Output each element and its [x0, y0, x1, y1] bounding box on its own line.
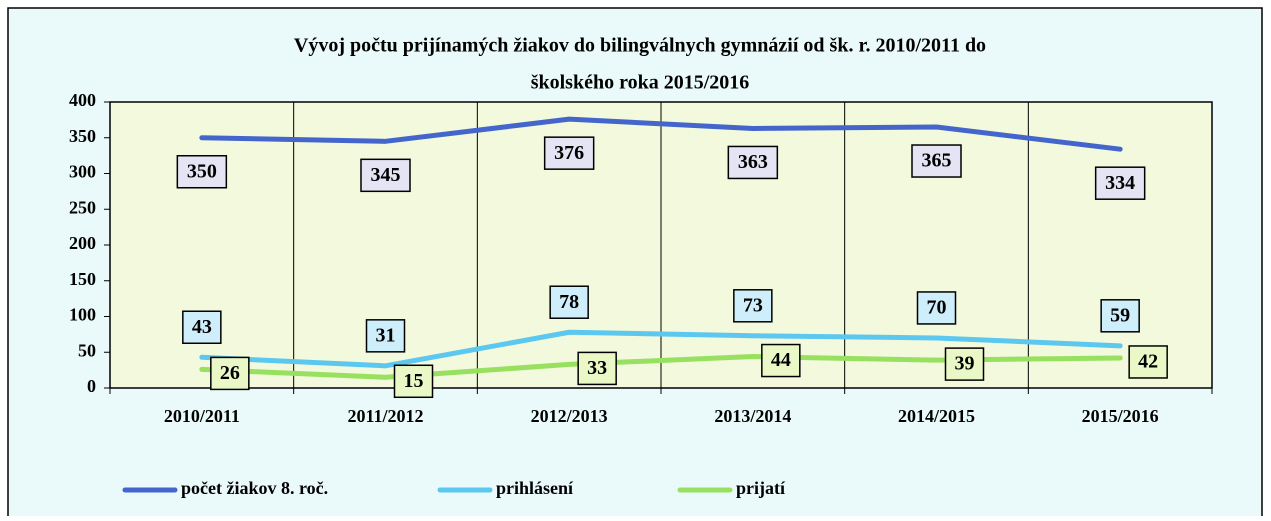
series-line — [199, 329, 1123, 369]
chart-title: Vývoj počtu prijínamých žiakov do biling… — [294, 35, 986, 57]
data-label: 31 — [376, 324, 396, 346]
data-label: 43 — [192, 316, 212, 338]
data-label: 350 — [187, 160, 217, 182]
x-tick-label: 2013/2014 — [714, 406, 791, 426]
data-label-box — [360, 158, 411, 193]
data-label-box — [916, 291, 957, 325]
legend-label: prihlásení — [496, 478, 574, 498]
y-tick-label: 300 — [69, 162, 96, 182]
data-label: 42 — [1138, 351, 1158, 373]
data-label-box — [1100, 299, 1140, 333]
data-label: 334 — [1105, 172, 1135, 194]
x-tick-label: 2010/2011 — [164, 406, 240, 426]
chart-title: školského roka 2015/2016 — [531, 72, 750, 94]
x-tick-label: 2012/2013 — [531, 406, 608, 426]
data-label-box — [911, 144, 962, 178]
data-label-box — [577, 351, 617, 386]
x-tick-label: 2011/2012 — [347, 406, 423, 426]
series-line — [199, 116, 1123, 152]
data-label: 39 — [955, 353, 975, 375]
legend-label: počet žiakov 8. roč. — [181, 478, 328, 498]
data-label-box — [761, 343, 801, 378]
data-label: 376 — [554, 142, 584, 164]
data-label-box — [182, 310, 222, 345]
y-tick-label: 150 — [69, 269, 96, 289]
data-label-box — [944, 347, 985, 381]
x-tick-label: 2014/2015 — [898, 406, 975, 426]
y-tick-label: 100 — [69, 305, 96, 325]
data-label: 365 — [922, 150, 952, 172]
data-label-box — [549, 285, 589, 319]
data-label: 33 — [587, 357, 607, 379]
y-tick-label: 200 — [69, 233, 96, 253]
data-label: 345 — [371, 164, 401, 186]
x-tick-label: 2015/2016 — [1082, 406, 1159, 426]
data-label: 78 — [559, 291, 579, 313]
data-label-box — [727, 145, 779, 180]
data-label: 363 — [738, 151, 768, 173]
data-label-box — [733, 289, 773, 323]
data-label-box — [393, 364, 434, 399]
data-label: 73 — [743, 294, 763, 316]
data-label-box — [210, 356, 250, 391]
data-label: 59 — [1110, 304, 1130, 326]
data-label-box — [543, 136, 595, 170]
y-tick-label: 400 — [69, 90, 96, 110]
data-label-box — [365, 319, 406, 353]
y-tick-label: 350 — [69, 126, 96, 146]
data-label: 70 — [927, 297, 947, 319]
y-tick-label: 250 — [69, 197, 96, 217]
data-label-box — [1128, 345, 1168, 379]
data-label-box — [1094, 166, 1146, 200]
data-label: 15 — [404, 370, 424, 392]
data-label: 44 — [771, 349, 791, 371]
y-tick-label: 50 — [78, 340, 96, 360]
data-label: 26 — [220, 362, 240, 384]
legend-label: prijatí — [736, 478, 786, 498]
data-label-box — [176, 155, 228, 189]
y-tick-label: 0 — [87, 376, 96, 396]
